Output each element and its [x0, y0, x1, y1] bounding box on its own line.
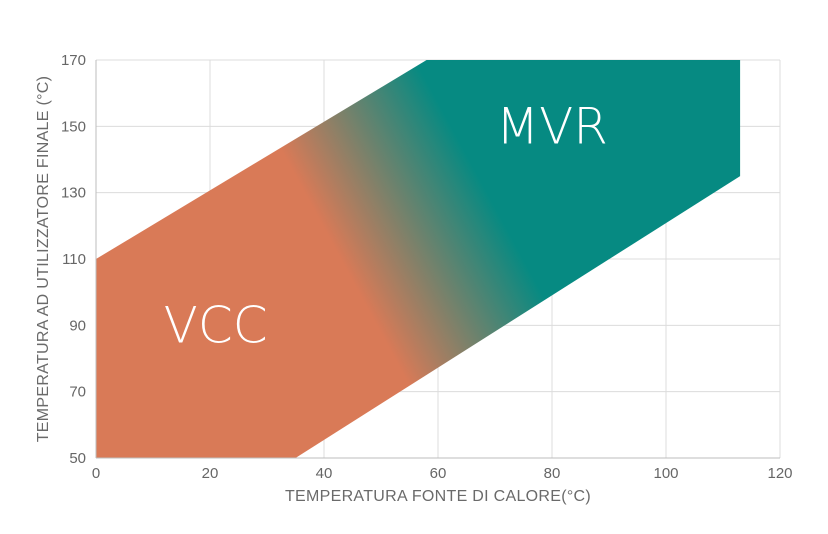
y-tick-label: 150	[61, 118, 86, 135]
x-tick-label: 120	[767, 465, 792, 482]
data-region	[96, 60, 741, 458]
x-axis-title: TEMPERATURA FONTE DI CALORE(°C)	[285, 488, 591, 505]
x-tick-label: 60	[430, 465, 447, 482]
region-label: VCC	[164, 296, 268, 354]
x-tick-label: 0	[92, 465, 100, 482]
y-tick-label: 70	[69, 384, 86, 401]
y-axis-title: TEMPERATURA AD UTILIZZATORE FINALE (°C)	[35, 76, 52, 443]
x-tick-labels: 0 20 40 60 80 100 120	[92, 465, 793, 482]
region-label: MVR	[496, 97, 608, 155]
y-tick-label: 50	[69, 450, 86, 467]
y-tick-labels: 50 70 90 110 130 150 170	[61, 52, 86, 467]
axes	[95, 60, 780, 459]
x-tick-label: 80	[544, 465, 561, 482]
y-tick-label: 130	[61, 185, 86, 202]
x-tick-label: 100	[653, 465, 678, 482]
y-tick-label: 170	[61, 52, 86, 69]
y-tick-label: 110	[62, 251, 86, 268]
x-tick-label: 40	[316, 465, 333, 482]
operating-region	[96, 60, 741, 458]
x-tick-label: 20	[202, 465, 219, 482]
y-tick-label: 90	[69, 317, 86, 334]
region-annotations: VCC MVR	[164, 97, 608, 354]
